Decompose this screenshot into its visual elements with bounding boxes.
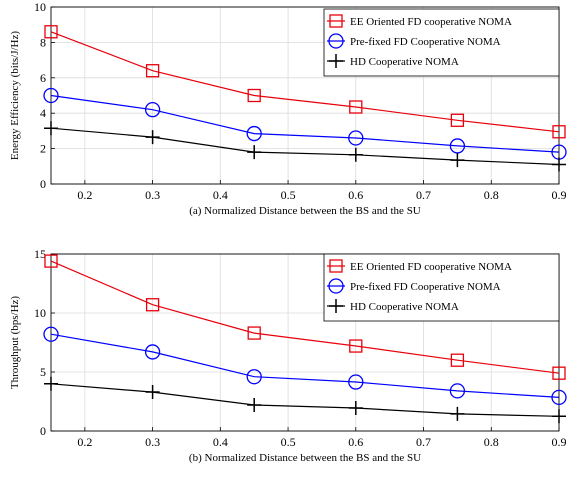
series-line-2 <box>50 333 560 398</box>
series-line-1 <box>50 260 560 374</box>
data-point-marker <box>450 113 465 127</box>
x-tick-label: 0.5 <box>281 435 296 449</box>
chart-energy-efficiency: 0.2 0.3 0.4 0.5 0.6 0.7 0.8 0.9 0 2 4 6 8 10 (a) Norma… <box>9 0 567 217</box>
data-point-marker <box>145 385 160 400</box>
y-tick-label: 2 <box>40 142 46 156</box>
legend-label: HD Cooperative NOMA <box>350 56 459 68</box>
legend-marker <box>329 54 343 68</box>
y-tick-label: 4 <box>40 106 46 120</box>
data-point-marker <box>348 400 363 415</box>
x-tick-label: 0.2 <box>77 435 92 449</box>
data-point-marker <box>552 157 566 172</box>
y-tick-label: 6 <box>40 71 46 85</box>
x-tick-label: 0.9 <box>552 188 567 202</box>
data-point-marker <box>145 64 160 78</box>
x-tick-label: 0.3 <box>145 435 160 449</box>
plot-area-frame <box>50 253 560 432</box>
data-point-marker <box>552 366 566 380</box>
data-point-marker <box>449 383 466 399</box>
data-point-marker <box>349 100 363 114</box>
series-line-2 <box>50 94 560 153</box>
x-tick-label: 0.4 <box>213 188 228 202</box>
legend-marker <box>328 278 344 294</box>
data-point-marker <box>144 344 161 360</box>
data-point-marker <box>552 125 566 139</box>
y-axis-label: Throughput (bps/Hz) <box>9 296 21 390</box>
x-axis-label: (b) Normalized Distance between the BS a… <box>189 452 421 464</box>
y-tick-label: 10 <box>34 0 46 14</box>
legend-label: EE Oriented FD cooperative NOMA <box>350 261 512 273</box>
data-point-marker <box>43 326 59 342</box>
legend-box <box>323 8 560 77</box>
data-point-marker <box>450 406 465 421</box>
y-tick-label: 10 <box>34 306 46 320</box>
x-tick-label: 0.3 <box>145 188 160 202</box>
x-tick-label: 0.7 <box>416 435 431 449</box>
data-point-marker <box>145 130 160 145</box>
series-line-3 <box>50 127 560 166</box>
x-tick-label: 0.7 <box>416 188 431 202</box>
data-point-marker <box>44 376 58 391</box>
data-point-marker <box>43 87 59 104</box>
chart-throughput: 0.2 0.3 0.4 0.5 0.6 0.7 0.8 0.9 0 5 10 15 (b) Normal… <box>9 247 567 464</box>
x-tick-label: 0.4 <box>213 435 228 449</box>
legend-marker <box>328 33 344 49</box>
x-tick-label: 0.5 <box>281 188 296 202</box>
data-point-marker <box>247 398 262 413</box>
series-line-3 <box>50 383 560 417</box>
legend-marker <box>329 299 343 313</box>
data-point-marker <box>44 25 58 39</box>
data-point-marker <box>551 389 567 406</box>
data-point-marker <box>552 409 566 424</box>
data-point-marker <box>246 369 262 385</box>
data-point-marker <box>246 125 262 142</box>
data-point-marker <box>247 145 262 160</box>
data-point-marker <box>144 102 161 118</box>
data-point-marker <box>348 374 364 390</box>
data-point-marker <box>247 88 261 103</box>
legend-label: EE Oriented FD cooperative NOMA <box>350 16 512 28</box>
data-point-marker <box>348 147 363 162</box>
legend-label: HD Cooperative NOMA <box>350 301 459 313</box>
data-point-marker <box>247 326 261 340</box>
legend-box <box>323 253 560 322</box>
y-tick-label: 5 <box>40 365 46 379</box>
y-axis-label: Energy Efficiency (bits/J/Hz) <box>9 31 21 160</box>
legend-label: Pre-fixed FD Cooperative NOMA <box>350 36 501 48</box>
data-point-marker <box>450 153 465 168</box>
legend-marker <box>329 259 343 273</box>
data-point-marker <box>44 254 58 268</box>
x-tick-label: 0.6 <box>348 435 363 449</box>
x-axis-label: (a) Normalized Distance between the BS a… <box>189 205 421 217</box>
data-point-marker <box>44 121 58 136</box>
legend-marker <box>329 14 343 28</box>
x-tick-label: 0.2 <box>77 188 92 202</box>
y-tick-label: 15 <box>34 247 46 261</box>
data-point-marker <box>450 353 465 367</box>
x-tick-label: 0.9 <box>552 435 567 449</box>
x-tick-label: 0.8 <box>484 435 499 449</box>
y-tick-label: 0 <box>40 177 46 191</box>
y-tick-label: 0 <box>40 424 46 438</box>
y-tick-label: 8 <box>40 35 46 49</box>
data-point-marker <box>145 298 160 312</box>
x-tick-label: 0.8 <box>484 188 499 202</box>
data-point-marker <box>348 130 364 146</box>
legend-label: Pre-fixed FD Cooperative NOMA <box>350 281 501 293</box>
x-tick-label: 0.6 <box>348 188 363 202</box>
series-line-1 <box>50 31 560 133</box>
data-point-marker <box>349 339 363 353</box>
data-point-marker <box>449 138 466 154</box>
